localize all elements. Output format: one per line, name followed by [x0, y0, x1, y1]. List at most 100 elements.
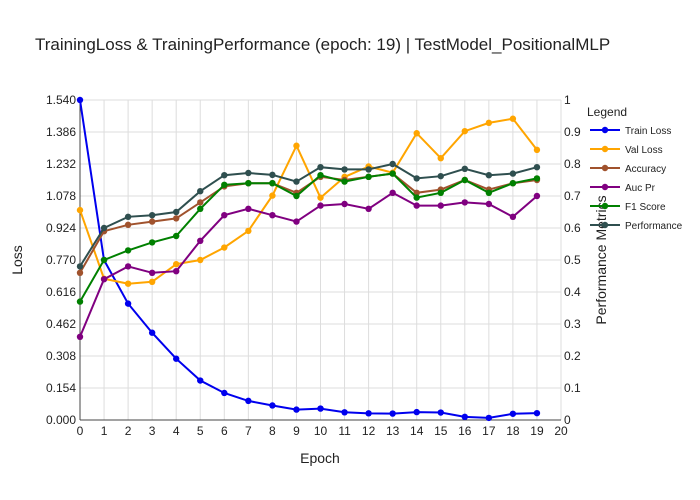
data-point — [269, 212, 276, 219]
data-point — [124, 247, 132, 254]
data-point — [413, 202, 420, 209]
data-point — [461, 413, 468, 421]
series-train-loss — [76, 96, 541, 422]
data-point — [413, 175, 420, 182]
data-point — [341, 166, 348, 173]
data-point — [124, 300, 132, 307]
y2-tick-label: 1 — [564, 93, 571, 107]
data-point — [221, 172, 228, 179]
data-point — [317, 172, 324, 179]
data-point — [100, 256, 108, 264]
legend-item: Accuracy — [590, 164, 666, 175]
series-line — [79, 191, 538, 338]
x-tick-label: 20 — [554, 424, 568, 438]
data-point — [485, 172, 493, 179]
data-point — [437, 189, 444, 196]
legend-item: Auc Pr — [590, 183, 656, 194]
data-point — [533, 164, 541, 171]
data-point — [389, 170, 396, 177]
data-point — [365, 205, 372, 212]
legend-label: Auc Pr — [625, 183, 656, 194]
legend-swatch-marker — [601, 183, 609, 191]
data-point — [269, 402, 276, 409]
y2-tick-label: 0.2 — [564, 349, 581, 363]
data-point — [269, 192, 276, 199]
data-point — [173, 355, 180, 362]
y-tick-label: 0.616 — [46, 285, 76, 299]
data-point — [197, 188, 204, 195]
y-tick-label: 0.000 — [46, 413, 76, 427]
data-point — [461, 127, 468, 135]
y-tick-label: 1.540 — [46, 93, 76, 107]
data-point — [317, 202, 324, 209]
data-point — [509, 180, 517, 187]
series-line — [79, 99, 538, 419]
data-point — [485, 200, 493, 208]
series-performance — [76, 160, 541, 270]
data-point — [437, 409, 444, 416]
x-tick-label: 4 — [173, 424, 180, 438]
legend-swatch-marker — [601, 221, 609, 229]
data-point — [365, 166, 372, 173]
series-line — [79, 162, 538, 267]
legend-label: Val Loss — [625, 145, 663, 156]
series-line — [79, 117, 538, 285]
y2-axis-title: Performance Metrics — [593, 195, 609, 324]
data-point — [100, 224, 108, 232]
data-point — [197, 377, 204, 384]
y2-tick-label: 0.7 — [564, 189, 581, 203]
data-point — [221, 212, 228, 219]
x-tick-label: 14 — [410, 424, 424, 438]
data-point — [317, 164, 324, 171]
legend-label: F1 Score — [625, 202, 666, 213]
x-tick-label: 8 — [269, 424, 276, 438]
y-tick-label: 0.308 — [46, 349, 76, 363]
data-point — [76, 333, 84, 340]
x-tick-label: 19 — [530, 424, 544, 438]
data-point — [317, 405, 324, 412]
data-point — [365, 410, 372, 417]
data-point — [173, 232, 180, 240]
data-point — [124, 263, 132, 270]
data-point — [269, 171, 276, 179]
data-point — [245, 205, 252, 212]
x-tick-label: 17 — [482, 424, 496, 438]
y-tick-label: 0.770 — [46, 253, 76, 267]
y2-tick-label: 0.1 — [564, 381, 581, 395]
data-point — [317, 194, 324, 201]
legend: Legend Train Loss Val Loss Accuracy Auc Pr F… — [587, 105, 683, 232]
data-point — [245, 227, 252, 235]
y2-tick-label: 0.6 — [564, 221, 581, 235]
data-point — [437, 172, 444, 180]
data-point — [461, 176, 468, 184]
data-point — [293, 218, 300, 225]
y-tick-label: 1.078 — [46, 189, 76, 203]
legend-title: Legend — [587, 105, 627, 119]
y2-tick-label: 0.3 — [564, 317, 581, 331]
series-line — [79, 172, 538, 303]
data-point — [293, 178, 300, 185]
x-tick-label: 3 — [149, 424, 156, 438]
legend-item: Train Loss — [590, 126, 671, 137]
axes — [79, 100, 561, 421]
x-axis-title: Epoch — [300, 450, 340, 466]
data-point — [461, 165, 468, 172]
data-point — [413, 189, 420, 196]
legend-swatch-marker — [601, 164, 609, 172]
data-point — [76, 206, 84, 214]
data-point — [76, 96, 84, 104]
data-point — [389, 410, 396, 417]
data-point — [221, 389, 228, 397]
y2-tick-label: 0.5 — [564, 253, 581, 267]
data-point — [148, 278, 156, 286]
legend-item: Val Loss — [590, 145, 663, 156]
legend-label: Train Loss — [625, 126, 671, 137]
data-point — [293, 192, 300, 200]
y-tick-label: 1.386 — [46, 125, 76, 139]
x-tick-label: 12 — [362, 424, 376, 438]
legend-item: F1 Score — [590, 202, 666, 213]
data-point — [341, 409, 348, 416]
y-tick-label: 0.462 — [46, 317, 76, 331]
data-point — [533, 175, 541, 182]
